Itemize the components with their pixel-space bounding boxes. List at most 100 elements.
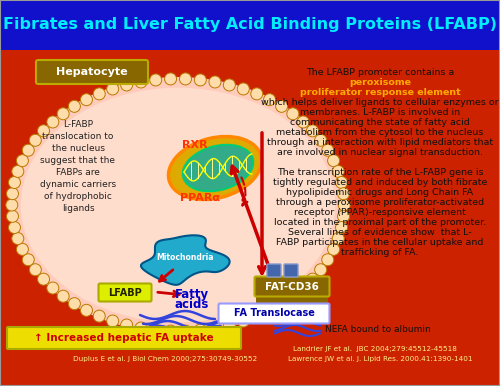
Circle shape (22, 254, 34, 266)
Text: hypolipidemic drugs and Long Chain FA: hypolipidemic drugs and Long Chain FA (286, 188, 474, 197)
Text: through a peroxisome proliferator-activated: through a peroxisome proliferator-activa… (276, 198, 484, 207)
Circle shape (16, 155, 28, 167)
Circle shape (80, 94, 92, 106)
Text: suggest that the: suggest that the (40, 156, 116, 165)
Text: ligands: ligands (62, 204, 94, 213)
Circle shape (306, 273, 318, 285)
Circle shape (120, 79, 132, 91)
Text: membranes. L-FABP is involved in: membranes. L-FABP is involved in (300, 108, 460, 117)
Text: The transcription rate of the L-FABP gene is: The transcription rate of the L-FABP gen… (277, 168, 483, 177)
FancyBboxPatch shape (284, 264, 298, 277)
Ellipse shape (21, 88, 335, 322)
Circle shape (120, 319, 132, 331)
Circle shape (287, 290, 299, 302)
Text: the nucleus: the nucleus (52, 144, 104, 153)
Circle shape (30, 264, 42, 276)
Circle shape (314, 134, 326, 146)
Circle shape (238, 315, 250, 327)
Bar (0, 0, 500, 50)
Text: receptor (PPAR)-responsive element: receptor (PPAR)-responsive element (294, 208, 466, 217)
Circle shape (328, 155, 340, 167)
Circle shape (68, 100, 80, 112)
Text: translocation to: translocation to (42, 132, 114, 141)
Text: FABP participates in the cellular uptake and: FABP participates in the cellular uptake… (276, 238, 484, 247)
Circle shape (276, 100, 287, 112)
Circle shape (338, 188, 349, 200)
Text: FABPs are: FABPs are (56, 168, 100, 177)
Text: Lawrence JW et al. J. Lipid Res. 2000.41:1390-1401: Lawrence JW et al. J. Lipid Res. 2000.41… (288, 356, 472, 362)
Circle shape (297, 282, 309, 294)
FancyBboxPatch shape (267, 264, 281, 277)
Circle shape (8, 222, 20, 234)
Text: Mitochondria: Mitochondria (156, 254, 214, 262)
Text: trafficking of FA.: trafficking of FA. (342, 248, 418, 257)
Circle shape (12, 166, 24, 178)
Circle shape (338, 210, 349, 222)
Circle shape (80, 304, 92, 316)
FancyBboxPatch shape (36, 60, 148, 84)
Circle shape (306, 125, 318, 137)
Circle shape (336, 222, 347, 234)
Circle shape (209, 76, 221, 88)
Circle shape (12, 233, 24, 245)
Circle shape (47, 116, 59, 128)
Circle shape (150, 324, 162, 336)
Circle shape (194, 324, 206, 336)
Text: Hepatocyte: Hepatocyte (56, 67, 128, 77)
Ellipse shape (10, 77, 346, 333)
Polygon shape (141, 235, 230, 285)
Circle shape (8, 176, 20, 188)
Circle shape (194, 74, 206, 86)
Circle shape (93, 88, 105, 100)
Text: ↑ Increased hepatic FA uptake: ↑ Increased hepatic FA uptake (34, 333, 214, 343)
Circle shape (164, 73, 176, 85)
Text: The LFABP promoter contains a: The LFABP promoter contains a (306, 68, 454, 77)
Circle shape (106, 315, 118, 327)
FancyBboxPatch shape (218, 303, 330, 323)
Circle shape (251, 310, 263, 322)
Circle shape (224, 79, 235, 91)
Text: peroxisome: peroxisome (349, 78, 411, 87)
Circle shape (68, 298, 80, 310)
Circle shape (180, 325, 192, 337)
Text: RXR: RXR (182, 140, 208, 150)
Circle shape (22, 144, 34, 156)
Circle shape (224, 319, 235, 331)
Text: located in the proximal part of the promoter.: located in the proximal part of the prom… (274, 218, 486, 227)
Circle shape (180, 73, 192, 85)
Circle shape (209, 322, 221, 334)
Text: metabolism from the cytosol to the nucleus: metabolism from the cytosol to the nucle… (276, 128, 484, 137)
Circle shape (314, 264, 326, 276)
Circle shape (57, 290, 69, 302)
Text: Several lines of evidence show  that L-: Several lines of evidence show that L- (288, 228, 472, 237)
Text: Fibrates and Liver Fatty Acid Binding Proteins (LFABP): Fibrates and Liver Fatty Acid Binding Pr… (3, 17, 497, 32)
Circle shape (38, 125, 50, 137)
Text: FAT-CD36: FAT-CD36 (265, 282, 319, 292)
Circle shape (57, 108, 69, 120)
Circle shape (16, 243, 28, 256)
Circle shape (328, 243, 340, 256)
Circle shape (30, 134, 42, 146)
Text: through an interaction with lipid mediators that: through an interaction with lipid mediat… (267, 138, 493, 147)
Text: LFABP: LFABP (108, 288, 142, 298)
Circle shape (6, 199, 18, 211)
Circle shape (336, 176, 347, 188)
Circle shape (135, 322, 147, 334)
Circle shape (106, 83, 118, 95)
Circle shape (6, 188, 18, 200)
Circle shape (322, 254, 334, 266)
Circle shape (297, 116, 309, 128)
Circle shape (276, 298, 287, 310)
Text: acids: acids (175, 298, 209, 311)
FancyBboxPatch shape (7, 327, 241, 349)
Circle shape (264, 94, 276, 106)
Circle shape (150, 74, 162, 86)
Circle shape (47, 282, 59, 294)
Text: NEFA bound to albumin: NEFA bound to albumin (325, 325, 431, 335)
Circle shape (38, 273, 50, 285)
Text: PPARα: PPARα (180, 193, 220, 203)
Text: Duplus E et al. J Biol Chem 2000;275:30749-30552: Duplus E et al. J Biol Chem 2000;275:307… (73, 356, 257, 362)
Text: of hydrophobic: of hydrophobic (44, 192, 112, 201)
Bar (0, 50, 500, 386)
Circle shape (251, 88, 263, 100)
